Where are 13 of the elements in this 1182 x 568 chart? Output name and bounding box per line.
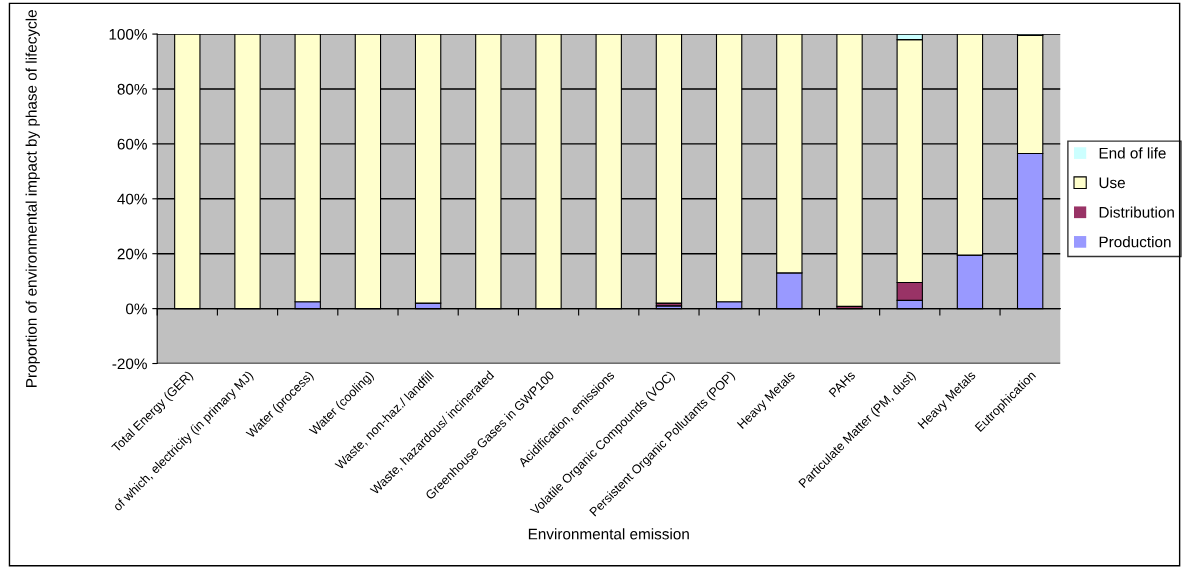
y-tick-label: 60% xyxy=(117,138,147,150)
y-tick-label: 40% xyxy=(117,193,147,205)
y-tick-label: 0% xyxy=(126,303,147,315)
y-axis-title: Proportion of environmental impact by phase of lifecycle xyxy=(25,10,40,387)
y-tick-label: -20% xyxy=(112,358,147,370)
legend-label: Production xyxy=(1099,236,1171,248)
x-axis-title: Environmental emission xyxy=(528,528,689,540)
legend-label: Distribution xyxy=(1099,206,1174,218)
y-tick-label: 80% xyxy=(117,83,147,95)
legend-label: Use xyxy=(1099,177,1125,189)
y-tick-label: 100% xyxy=(109,28,147,40)
legend-label: End of life xyxy=(1099,147,1166,159)
y-tick-label: 20% xyxy=(117,248,147,260)
